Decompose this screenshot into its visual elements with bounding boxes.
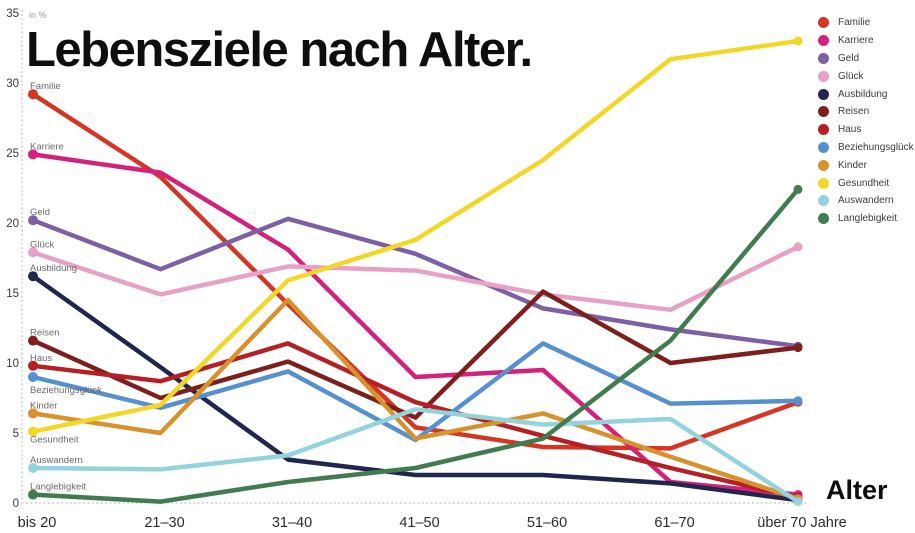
x-tick-label-ueber-70-jahre: über 70 Jahre xyxy=(757,515,846,531)
series-start-dot-haus xyxy=(28,360,38,371)
series-label-langlebigkeit: Langlebigkeit xyxy=(30,482,86,493)
series-label-karriere: Karriere xyxy=(30,141,64,152)
series-start-dot-langlebigkeit xyxy=(28,489,38,500)
series-start-dot-beziehungsglueck xyxy=(28,372,38,382)
legend-swatch-icon-kinder xyxy=(818,159,829,171)
series-label-familie: Familie xyxy=(30,81,61,92)
legend-label-gesundheit: Gesundheit xyxy=(838,177,890,189)
legend-swatch-icon-auswandern xyxy=(818,195,829,207)
y-tick-label-30: 30 xyxy=(6,78,19,90)
x-tick-label-31-40: 31–40 xyxy=(272,515,312,531)
series-line-langlebigkeit xyxy=(30,187,801,504)
legend-label-beziehungsglueck: Beziehungsglück xyxy=(838,141,914,153)
y-tick-label-25: 25 xyxy=(6,148,19,160)
series-line-reisen xyxy=(30,289,801,420)
series-end-dot-langlebigkeit xyxy=(793,184,803,194)
series-end-dot-reisen xyxy=(793,343,803,353)
legend-label-familie: Familie xyxy=(838,17,871,29)
legend-label-kinder: Kinder xyxy=(838,159,867,171)
legend-label-glueck: Glück xyxy=(838,70,864,82)
series-label-beziehungsglueck: Beziehungsglück xyxy=(30,385,102,396)
legend-item-langlebigkeit: Langlebigkeit xyxy=(818,210,914,228)
legend-item-reisen: Reisen xyxy=(818,103,914,121)
series-line-auswandern xyxy=(30,406,801,504)
legend-label-reisen: Reisen xyxy=(838,106,870,118)
legend-item-auswandern: Auswandern xyxy=(818,192,914,210)
y-tick-label-5: 5 xyxy=(13,428,19,440)
series-start-dot-auswandern xyxy=(28,463,38,473)
legend-label-geld: Geld xyxy=(838,52,860,64)
legend-label-ausbildung: Ausbildung xyxy=(838,88,888,100)
series-label-gesundheit: Gesundheit xyxy=(30,435,79,446)
chart-title: Lebensziele nach Alter. xyxy=(26,23,533,77)
legend-item-beziehungsglueck: Beziehungsglück xyxy=(818,139,914,157)
series-label-reisen: Reisen xyxy=(30,328,60,339)
series-line-familie xyxy=(30,91,801,451)
y-tick-label-20: 20 xyxy=(6,218,19,230)
series-line-kinder xyxy=(30,297,801,502)
series-label-geld: Geld xyxy=(30,207,50,218)
series-line-gesundheit xyxy=(30,38,801,434)
series-line-glueck xyxy=(30,244,801,313)
legend-item-haus: Haus xyxy=(818,121,914,139)
legend-label-auswandern: Auswandern xyxy=(838,195,894,207)
series-label-auswandern: Auswandern xyxy=(30,455,83,466)
legend-swatch-icon-karriere xyxy=(818,35,829,47)
y-tick-label-15: 15 xyxy=(6,288,19,300)
series-end-dot-auswandern xyxy=(793,497,803,507)
legend: Familie Karriere Geld Glück Ausbildung Reisen… xyxy=(818,14,914,228)
y-axis-unit-label: in % xyxy=(29,10,47,20)
x-tick-label-bis-20: bis 20 xyxy=(18,515,57,531)
legend-label-karriere: Karriere xyxy=(838,35,874,47)
series-start-dot-geld xyxy=(28,215,38,226)
legend-swatch-icon-reisen xyxy=(818,106,829,118)
x-tick-label-61-70: 61–70 xyxy=(654,515,694,531)
series-line-ausbildung xyxy=(30,273,801,503)
x-tick-label-41-50: 41–50 xyxy=(399,515,439,531)
series-line-haus xyxy=(30,341,801,500)
series-label-glueck: Glück xyxy=(30,239,55,250)
series-label-haus: Haus xyxy=(30,353,52,364)
legend-swatch-icon-beziehungsglueck xyxy=(818,141,829,153)
legend-swatch-icon-geld xyxy=(818,52,829,64)
legend-swatch-icon-glueck xyxy=(818,70,829,82)
series-start-dot-ausbildung xyxy=(28,271,38,282)
series-end-dot-beziehungsglueck xyxy=(793,396,803,406)
series-label-ausbildung: Ausbildung xyxy=(30,263,77,274)
legend-swatch-icon-haus xyxy=(818,124,829,136)
series-start-dot-karriere xyxy=(28,149,38,160)
x-axis-title: Alter xyxy=(826,475,888,505)
x-tick-label-21-30: 21–30 xyxy=(144,515,184,531)
legend-swatch-icon-langlebigkeit xyxy=(818,213,829,225)
series-end-dot-glueck xyxy=(793,242,803,252)
series-start-dot-familie xyxy=(28,89,38,100)
x-tick-label-51-60: 51–60 xyxy=(527,515,567,531)
y-tick-label-10: 10 xyxy=(6,358,19,370)
series-start-dot-glueck xyxy=(28,247,38,258)
legend-swatch-icon-gesundheit xyxy=(818,177,829,189)
legend-item-karriere: Karriere xyxy=(818,32,914,50)
series-end-dot-gesundheit xyxy=(793,36,803,46)
legend-item-gesundheit: Gesundheit xyxy=(818,174,914,192)
legend-label-langlebigkeit: Langlebigkeit xyxy=(838,213,897,225)
series-start-dot-reisen xyxy=(28,335,38,346)
legend-item-kinder: Kinder xyxy=(818,156,914,174)
legend-swatch-icon-ausbildung xyxy=(818,88,829,100)
legend-item-ausbildung: Ausbildung xyxy=(818,85,914,103)
series-start-dot-gesundheit xyxy=(28,426,38,437)
y-tick-label-35: 35 xyxy=(6,8,19,20)
y-tick-label-0: 0 xyxy=(13,498,19,510)
legend-item-familie: Familie xyxy=(818,14,914,32)
legend-item-glueck: Glück xyxy=(818,67,914,85)
legend-label-haus: Haus xyxy=(838,124,862,136)
legend-swatch-icon-familie xyxy=(818,17,829,29)
series-label-kinder: Kinder xyxy=(30,400,57,411)
series-start-dot-kinder xyxy=(28,408,38,419)
series-line-geld xyxy=(30,216,801,349)
legend-item-geld: Geld xyxy=(818,50,914,68)
